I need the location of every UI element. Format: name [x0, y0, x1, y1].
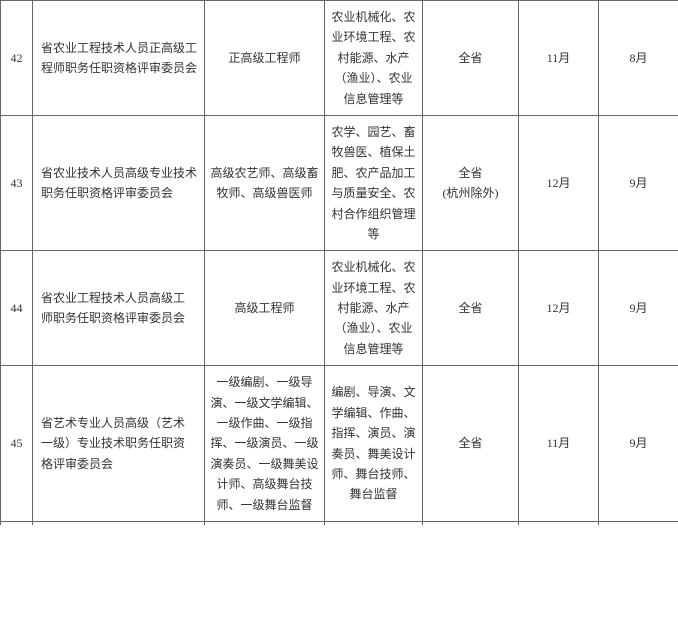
scope: 全省: [423, 1, 519, 116]
row-number: 43: [1, 115, 33, 250]
specialty: 农业机械化、农业环境工程、农村能源、水产（渔业）、农业信息管理等: [325, 251, 423, 366]
row-number: 44: [1, 251, 33, 366]
table-row: 44 省农业工程技术人员高级工师职务任职资格评审委员会 高级工程师 农业机械化、…: [1, 251, 678, 366]
scope: 全省: [423, 366, 519, 522]
committee-name: 省农业工程技术人员正高级工程师职务任职资格评审委员会: [33, 1, 205, 116]
table-row-cutoff: [1, 521, 678, 525]
review-committee-table: 42 省农业工程技术人员正高级工程师职务任职资格评审委员会 正高级工程师 农业机…: [0, 0, 678, 525]
table-row: 43 省农业技术人员高级专业技术职务任职资格评审委员会 高级农艺师、高级畜牧师、…: [1, 115, 678, 250]
table-body: 42 省农业工程技术人员正高级工程师职务任职资格评审委员会 正高级工程师 农业机…: [1, 1, 678, 526]
specialty: 农学、园艺、畜牧兽医、植保土肥、农产品加工与质量安全、农村合作组织管理等: [325, 115, 423, 250]
committee-name: 省农业工程技术人员高级工师职务任职资格评审委员会: [33, 251, 205, 366]
professional-title: 高级农艺师、高级畜牧师、高级兽医师: [205, 115, 325, 250]
committee-name: 省农业技术人员高级专业技术职务任职资格评审委员会: [33, 115, 205, 250]
row-number: 45: [1, 366, 33, 522]
month-1: 12月: [519, 115, 599, 250]
month-1: 12月: [519, 251, 599, 366]
scope: 全省: [423, 251, 519, 366]
month-2: 8月: [599, 1, 678, 116]
row-number: 42: [1, 1, 33, 116]
scope: 全省(杭州除外): [423, 115, 519, 250]
professional-title: 高级工程师: [205, 251, 325, 366]
month-2: 9月: [599, 366, 678, 522]
professional-title: 一级编剧、一级导演、一级文学编辑、一级作曲、一级指挥、一级演员、一级演奏员、一级…: [205, 366, 325, 522]
table-row: 45 省艺术专业人员高级（艺术一级）专业技术职务任职资格评审委员会 一级编剧、一…: [1, 366, 678, 522]
month-2: 9月: [599, 251, 678, 366]
table-row: 42 省农业工程技术人员正高级工程师职务任职资格评审委员会 正高级工程师 农业机…: [1, 1, 678, 116]
month-1: 11月: [519, 1, 599, 116]
month-2: 9月: [599, 115, 678, 250]
specialty: 编剧、导演、文学编辑、作曲、指挥、演员、演奏员、舞美设计师、舞台技师、舞台监督: [325, 366, 423, 522]
month-1: 11月: [519, 366, 599, 522]
specialty: 农业机械化、农业环境工程、农村能源、水产（渔业）、农业信息管理等: [325, 1, 423, 116]
committee-name: 省艺术专业人员高级（艺术一级）专业技术职务任职资格评审委员会: [33, 366, 205, 522]
professional-title: 正高级工程师: [205, 1, 325, 116]
